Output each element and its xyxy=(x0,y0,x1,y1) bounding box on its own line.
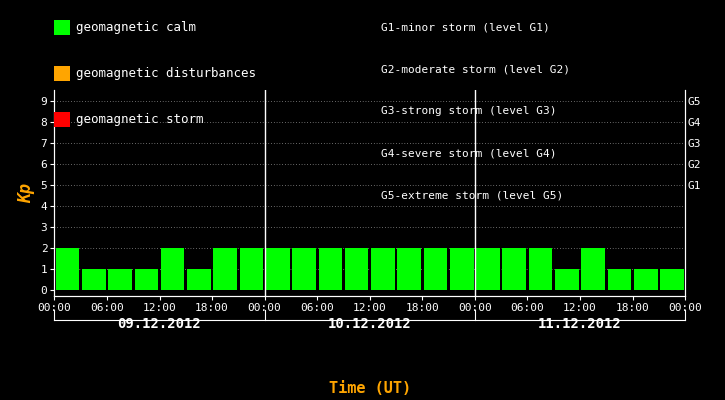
Bar xyxy=(345,248,368,290)
Bar xyxy=(581,248,605,290)
Text: G4-severe storm (level G4): G4-severe storm (level G4) xyxy=(381,148,556,158)
Bar xyxy=(555,269,579,290)
Bar xyxy=(371,248,394,290)
Bar xyxy=(397,248,421,290)
Bar xyxy=(634,269,658,290)
Text: Time (UT): Time (UT) xyxy=(328,381,411,396)
Text: 09.12.2012: 09.12.2012 xyxy=(117,317,202,331)
Y-axis label: Kp: Kp xyxy=(17,183,35,203)
Text: geomagnetic storm: geomagnetic storm xyxy=(76,113,204,126)
Text: 10.12.2012: 10.12.2012 xyxy=(328,317,412,331)
Bar xyxy=(608,269,631,290)
Bar xyxy=(292,248,316,290)
Text: geomagnetic disturbances: geomagnetic disturbances xyxy=(76,67,256,80)
Bar xyxy=(450,248,473,290)
Bar xyxy=(529,248,552,290)
Bar xyxy=(108,269,132,290)
Text: G1-minor storm (level G1): G1-minor storm (level G1) xyxy=(381,22,550,32)
Bar xyxy=(476,248,500,290)
Bar xyxy=(213,248,237,290)
Bar xyxy=(240,248,263,290)
Bar xyxy=(502,248,526,290)
Bar xyxy=(660,269,684,290)
Text: 11.12.2012: 11.12.2012 xyxy=(538,317,622,331)
Bar xyxy=(423,248,447,290)
Text: geomagnetic calm: geomagnetic calm xyxy=(76,21,196,34)
Bar xyxy=(56,248,79,290)
Bar xyxy=(82,269,106,290)
Text: G3-strong storm (level G3): G3-strong storm (level G3) xyxy=(381,106,556,116)
Text: G2-moderate storm (level G2): G2-moderate storm (level G2) xyxy=(381,64,570,74)
Bar xyxy=(135,269,158,290)
Text: G5-extreme storm (level G5): G5-extreme storm (level G5) xyxy=(381,190,563,200)
Bar xyxy=(187,269,211,290)
Bar xyxy=(266,248,289,290)
Bar xyxy=(318,248,342,290)
Bar xyxy=(161,248,184,290)
